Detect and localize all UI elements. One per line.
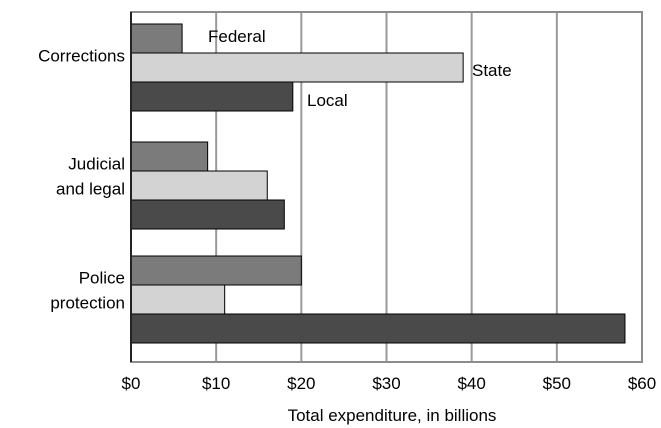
- bar-corrections-state: [130, 52, 464, 83]
- bar-police-protection-state: [130, 284, 226, 315]
- legend-label-state: State: [472, 61, 512, 80]
- bar-police-protection-federal: [130, 255, 302, 286]
- legend-label-local: Local: [307, 91, 348, 110]
- bar-judicial-and-legal-local: [130, 199, 285, 230]
- category-label-judicial-and-legal-line-1: Judicial: [68, 155, 125, 174]
- bar-judicial-and-legal-federal: [130, 141, 209, 172]
- x-tick-label-40: $40: [457, 374, 485, 393]
- x-tick-label-50: $50: [543, 374, 571, 393]
- x-tick-label-60: $60: [628, 374, 656, 393]
- label-layer: $0 $10 $20 $30 $40 $50 $60 Corrections Judicial a…: [38, 27, 656, 393]
- bar-corrections-federal: [130, 23, 183, 54]
- bar-police-protection-local: [130, 313, 626, 344]
- category-label-judicial-and-legal-line-2: and legal: [56, 180, 125, 199]
- x-tick-label-10: $10: [202, 374, 230, 393]
- legend-label-federal: Federal: [208, 27, 266, 46]
- x-tick-label-0: $0: [122, 374, 141, 393]
- bar-corrections-local: [130, 81, 294, 112]
- bar-layer: [130, 23, 626, 344]
- frame-layer: [130, 11, 643, 363]
- category-label-corrections: Corrections: [38, 47, 125, 66]
- x-tick-label-20: $20: [287, 374, 315, 393]
- x-axis-title: Total expenditure, in billions: [288, 406, 497, 425]
- bar-judicial-and-legal-state: [130, 170, 268, 201]
- category-label-police-protection-line-1: Police: [79, 269, 125, 288]
- x-tick-label-30: $30: [372, 374, 400, 393]
- category-label-police-protection-line-2: protection: [50, 294, 125, 313]
